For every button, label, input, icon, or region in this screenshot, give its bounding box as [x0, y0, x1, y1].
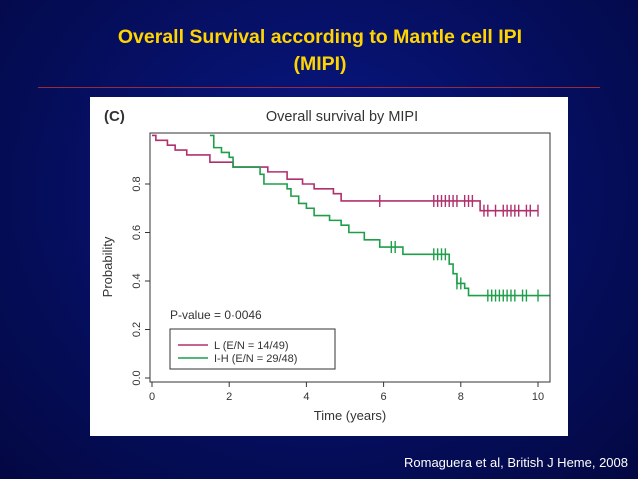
legend-label-l: L (E/N = 14/49)	[214, 340, 289, 352]
survival-figure: (C) Overall survival by MIPI 0 2 4 6 8 10 0.0…	[90, 97, 568, 436]
y-tick-label: 0.6	[131, 225, 143, 240]
y-tick-label: 0.4	[131, 273, 143, 288]
legend-label-ih: I-H (E/N = 29/48)	[214, 353, 297, 365]
p-value-annotation: P-value = 0·0046	[170, 308, 262, 322]
title-divider	[38, 87, 600, 88]
x-tick-label: 6	[381, 391, 387, 403]
x-tick-label: 0	[149, 391, 155, 403]
series-line-1	[209, 134, 550, 297]
citation: Romaguera et al, British J Heme, 2008	[404, 455, 628, 470]
slide-title-line-1: Overall Survival according to Mantle cel…	[117, 26, 523, 48]
x-tick-label: 2	[226, 391, 232, 403]
x-axis: 0 2 4 6 8 10	[149, 382, 544, 403]
survival-chart: (C) Overall survival by MIPI 0 2 4 6 8 10 0.0…	[100, 108, 551, 423]
y-axis: 0.0 0.2 0.4 0.6 0.8	[131, 176, 150, 386]
legend-box	[169, 328, 336, 370]
x-tick-label: 10	[532, 391, 544, 403]
slide-title: Overall Survival according to Mantle cel…	[40, 24, 600, 78]
y-axis-label: Probability	[100, 236, 115, 297]
x-axis-label: Time (years)	[314, 408, 386, 423]
y-tick-label: 0.2	[131, 322, 143, 337]
chart-title: Overall survival by MIPI	[266, 109, 418, 125]
y-tick-label: 0.8	[131, 176, 143, 191]
series-line-0	[152, 134, 538, 212]
plot-frame	[149, 132, 551, 383]
series-layer	[152, 134, 550, 302]
slide-title-line-2: (MIPI)	[293, 53, 347, 75]
x-tick-label: 4	[303, 391, 309, 403]
panel-label: (C)	[104, 108, 125, 125]
y-tick-label: 0.0	[131, 370, 143, 385]
x-tick-label: 8	[458, 391, 464, 403]
